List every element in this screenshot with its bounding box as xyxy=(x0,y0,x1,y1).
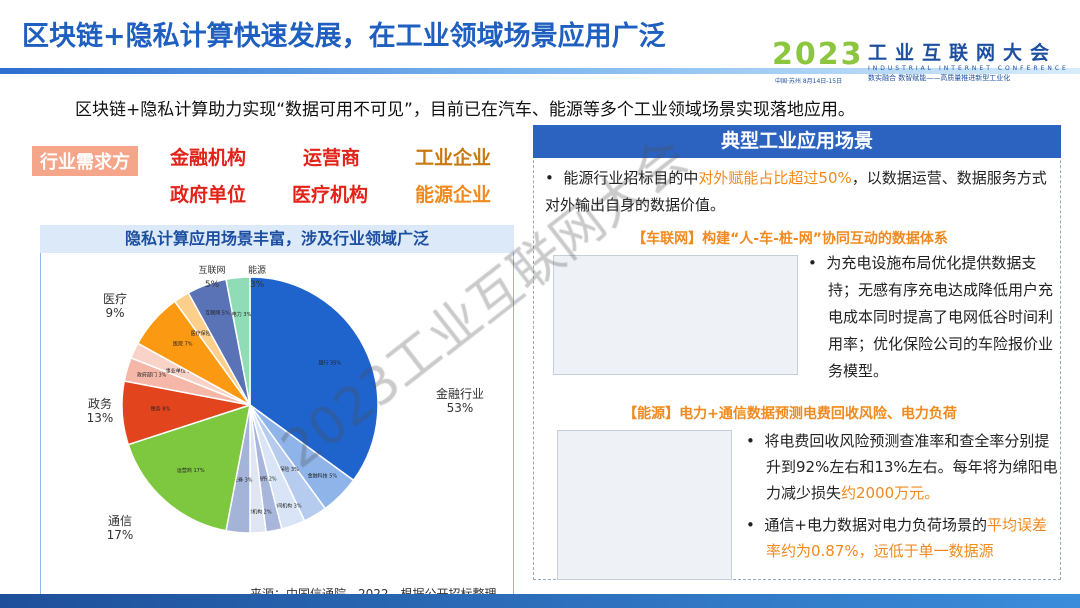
group-label: 5% xyxy=(205,280,220,290)
group-label: 金融行业 xyxy=(436,386,484,401)
iov-diagram xyxy=(553,255,798,375)
slice-label: 运营商 17% xyxy=(177,467,205,474)
slice-label: 银行 35% xyxy=(318,359,341,366)
slide-title: 区块链+隐私计算快速发展，在工业领域场景应用广泛 xyxy=(22,21,666,52)
industry-label: 行业需求方 xyxy=(32,146,138,176)
highlight: 对外赋能占比超过50% xyxy=(698,169,852,187)
slice-label: 电力 3% xyxy=(232,311,252,318)
industry-item: 政府单位 xyxy=(170,184,247,206)
logo-year: 2023 xyxy=(772,37,864,72)
industry-item: 金融机构 xyxy=(170,147,247,169)
group-label: 能源 xyxy=(248,264,266,276)
industry-item: 工业企业 xyxy=(415,147,492,169)
highlight: 约2000万元。 xyxy=(841,484,940,502)
subheading-iov: 【车联网】构建“人-车-桩-网”协同互动的数据体系 xyxy=(632,231,948,247)
bullet-iov: • 为充电设施布局优化提供数据支持；无感有序充电达成降低用户充电成本同时提高了电… xyxy=(808,254,1054,380)
pie-title: 隐私计算应用场景丰富，涉及行业领域广泛 xyxy=(40,225,514,253)
energy-diagram xyxy=(557,430,732,580)
group-label: 53% xyxy=(447,401,474,415)
logo-name: 工业互联网大会 xyxy=(868,42,1058,64)
bullet-energy-2: • 通信+电力数据对电力负荷场景的平均误差率约为0.87%，远低于单一数据源 xyxy=(746,516,1047,560)
pie-chart: 银行 35%金融科技 5%保险 3%中间机构 3%交易所 2%支付机构 2%证券… xyxy=(87,264,484,542)
industry-item: 能源企业 xyxy=(415,184,492,206)
bullet-energy-intro: • 能源行业招标目的中对外赋能占比超过50%，以数据运营、数据服务方式对外输出自… xyxy=(545,169,1047,214)
slice-label: 互联网 5% xyxy=(205,310,230,317)
text: 能源行业招标目的中 xyxy=(563,169,699,187)
logo-en: INDUSTRIAL INTERNET CONFERENCE xyxy=(868,65,1069,72)
industry-item: 运营商 xyxy=(303,147,361,169)
industry-item: 医疗机构 xyxy=(292,184,369,206)
slice-label: 医院 7% xyxy=(173,341,193,348)
group-label: 政务 xyxy=(88,396,112,411)
group-label: 9% xyxy=(105,306,124,320)
intro-text: 区块链+隐私计算助力实现“数据可用不可见”，目前已在汽车、能源等多个工业领域场景… xyxy=(75,100,855,120)
footer-bar xyxy=(0,594,1080,608)
text: 通信+电力数据对电力负荷场景的 xyxy=(764,516,987,534)
scenario-title: 典型工业应用场景 xyxy=(533,125,1061,158)
subheading-energy: 【能源】电力+通信数据预测电费回收风险、电力负荷 xyxy=(623,406,957,422)
logo-slogan: 数实融合 数智赋能——高质量推进新型工业化 xyxy=(868,74,1011,82)
text: 为充电设施布局优化提供数据支持；无感有序充电达成降低用户充电成本同时提高了电网低… xyxy=(826,254,1054,380)
group-label: 13% xyxy=(87,411,114,425)
bullet-energy-1: • 将电费回收风险预测查准率和查全率分别提升到92%左右和13%左右。每年将为绵… xyxy=(746,432,1058,502)
group-label: 互联网 xyxy=(198,265,225,276)
slice-label: 政府部门 3% xyxy=(137,371,167,378)
slice-label: 税务 8% xyxy=(151,406,171,413)
logo-location: 中国·苏州 8月14日-15日 xyxy=(775,78,843,85)
slice-label: 金融科技 5% xyxy=(308,472,338,479)
group-label: 医疗 xyxy=(103,292,127,306)
group-label: 通信 xyxy=(108,514,132,528)
group-label: 3% xyxy=(250,280,265,290)
group-label: 17% xyxy=(107,528,134,542)
